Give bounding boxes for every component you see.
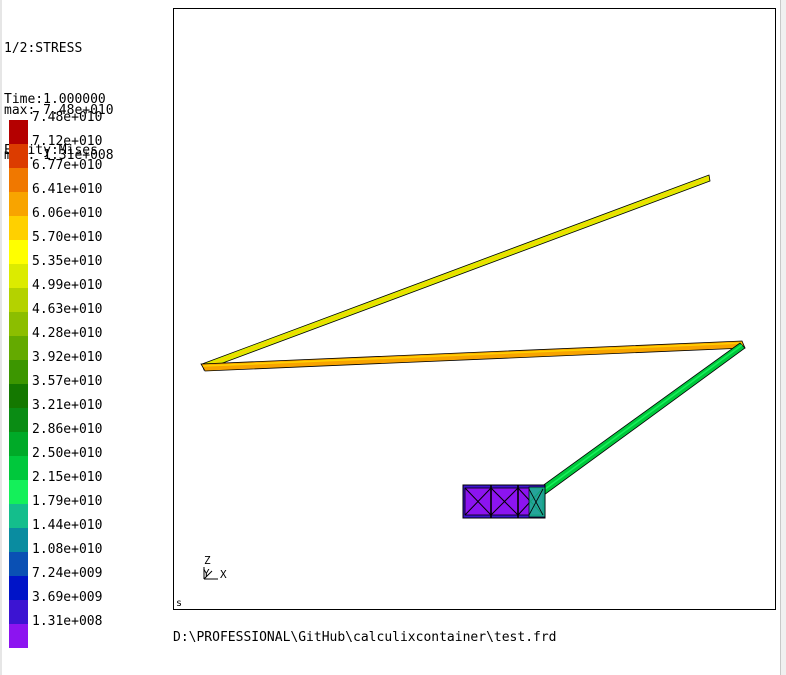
axis-x-label: X (220, 568, 227, 581)
stat-max: max: 7.48e+010 (4, 103, 114, 118)
legend-swatch (9, 168, 28, 192)
model-viewport[interactable]: Z Y X s (173, 8, 776, 610)
legend-value: 6.41e+010 (32, 182, 103, 197)
legend-row: 4.99e+010 (9, 278, 169, 312)
legend-swatch (9, 216, 28, 240)
window-left-edge (0, 0, 2, 675)
legend-value: 7.24e+009 (32, 566, 103, 581)
legend-swatch (9, 432, 28, 456)
axis-z-label: Z (204, 554, 211, 567)
legend-swatch (9, 192, 28, 216)
legend-value: 3.21e+010 (32, 398, 103, 413)
legend-value: 7.12e+010 (32, 134, 103, 149)
legend-swatch (9, 624, 28, 648)
legend-swatch (9, 336, 28, 360)
legend-value: 1.31e+008 (32, 614, 103, 629)
axis-triad (203, 567, 218, 580)
legend-row: 2.50e+010 (9, 446, 169, 480)
beam-middle[interactable] (200, 340, 746, 372)
legend-row: 6.41e+010 (9, 182, 169, 216)
legend-value: 2.15e+010 (32, 470, 103, 485)
legend-swatch (9, 360, 28, 384)
legend-value: 4.28e+010 (32, 326, 103, 341)
legend-row: 2.15e+010 (9, 470, 169, 504)
legend-swatch (9, 408, 28, 432)
legend-swatch (9, 528, 28, 552)
truss-block[interactable] (462, 484, 546, 519)
legend-swatch (9, 600, 28, 624)
legend-row: 4.63e+010 (9, 302, 169, 336)
window-right-edge (780, 0, 786, 675)
legend-value: 3.57e+010 (32, 374, 103, 389)
legend-swatch (9, 456, 28, 480)
legend-row: 6.06e+010 (9, 206, 169, 240)
legend-value: 1.44e+010 (32, 518, 103, 533)
legend-row: 6.77e+010 (9, 158, 169, 192)
legend-value: 2.86e+010 (32, 422, 103, 437)
legend-row: 5.35e+010 (9, 254, 169, 288)
legend-swatch (9, 552, 28, 576)
legend-row: 3.57e+010 (9, 374, 169, 408)
beam-lower-diagonal[interactable] (537, 342, 746, 496)
legend-value: 5.35e+010 (32, 254, 103, 269)
legend-swatch (9, 480, 28, 504)
legend-row: 1.08e+010 (9, 542, 169, 576)
legend-value: 5.70e+010 (32, 230, 103, 245)
legend-swatch (9, 384, 28, 408)
legend-swatch (9, 576, 28, 600)
viewport-corner-label: s (176, 598, 183, 609)
legend-swatch (9, 312, 28, 336)
beam-upper-diagonal[interactable] (201, 174, 711, 371)
legend-row: 7.48e+010 (9, 110, 169, 144)
legend-value: 1.08e+010 (32, 542, 103, 557)
legend-row: 7.12e+010 (9, 134, 169, 168)
legend-value: 1.79e+010 (32, 494, 103, 509)
legend-row: 1.44e+010 (9, 518, 169, 552)
legend-row: 3.69e+009 (9, 590, 169, 624)
legend-value: 4.99e+010 (32, 278, 103, 293)
legend-row: 5.70e+010 (9, 230, 169, 264)
legend-value: 3.92e+010 (32, 350, 103, 365)
legend-value: 6.77e+010 (32, 158, 103, 173)
legend-swatch (9, 144, 28, 168)
legend-row: 2.86e+010 (9, 422, 169, 456)
model-canvas[interactable] (174, 9, 777, 611)
legend-swatch (9, 120, 28, 144)
legend-swatch (9, 504, 28, 528)
legend-value: 2.50e+010 (32, 446, 103, 461)
legend-row: 3.21e+010 (9, 398, 169, 432)
file-path: D:\PROFESSIONAL\GitHub\calculixcontainer… (173, 630, 557, 645)
legend-swatch (9, 264, 28, 288)
legend-row: 1.31e+008 (9, 614, 169, 648)
legend-row: 4.28e+010 (9, 326, 169, 360)
axis-y-label: Y (203, 567, 210, 580)
result-time: Time:1.000000 (4, 92, 106, 107)
legend-value: 6.06e+010 (32, 206, 103, 221)
legend-row: 3.92e+010 (9, 350, 169, 384)
legend-value: 4.63e+010 (32, 302, 103, 317)
legend-value: 7.48e+010 (32, 110, 103, 125)
legend-swatch (9, 288, 28, 312)
legend-value: 3.69e+009 (32, 590, 103, 605)
legend-swatch (9, 240, 28, 264)
result-step: 1/2:STRESS (4, 41, 83, 56)
legend-row: 1.79e+010 (9, 494, 169, 528)
legend-row: 7.24e+009 (9, 566, 169, 600)
